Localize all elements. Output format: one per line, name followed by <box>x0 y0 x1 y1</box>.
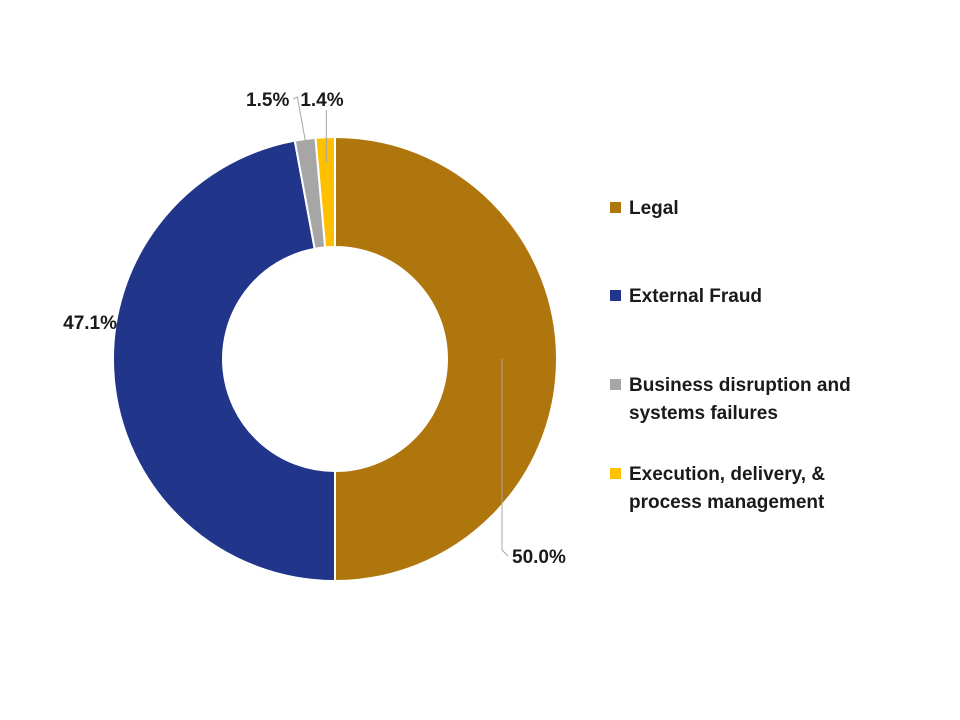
slice-execution-delivery <box>314 135 336 249</box>
data-label-legal: 50.0% <box>512 547 566 568</box>
legend-label-business-disruption: Business disruption and systems failures <box>629 375 851 424</box>
data-label-external-fraud: 47.1% <box>63 313 117 334</box>
legend-label-execution-delivery: Execution, delivery, & process managemen… <box>629 464 826 513</box>
legend-swatch-business-disruption <box>610 379 621 390</box>
slice-external-fraud <box>112 139 336 583</box>
leader-lines <box>293 96 509 557</box>
legend-item-business-disruption: Business disruption and systems failures <box>610 372 889 428</box>
donut-slices <box>112 135 558 583</box>
slice-legal <box>334 135 558 583</box>
data-labels: 50.0% 47.1% 1.5% 1.4% <box>63 90 566 568</box>
legend-label-legal: Legal <box>629 198 679 219</box>
legend-swatch-external-fraud <box>610 290 621 301</box>
leader-line-legal <box>501 359 509 557</box>
data-label-execution-delivery: 1.4% <box>300 90 343 111</box>
legend-item-external-fraud: External Fraud <box>610 283 889 311</box>
legend-label-external-fraud: External Fraud <box>629 286 763 307</box>
leader-line-business-disruption <box>293 96 306 142</box>
legend-item-execution-delivery: Execution, delivery, & process managemen… <box>610 461 889 517</box>
legend-swatch-legal <box>610 202 621 213</box>
legend-swatch-execution-delivery <box>610 468 621 479</box>
data-label-business-disruption: 1.5% <box>246 90 289 111</box>
legend-item-legal: Legal <box>610 195 889 223</box>
